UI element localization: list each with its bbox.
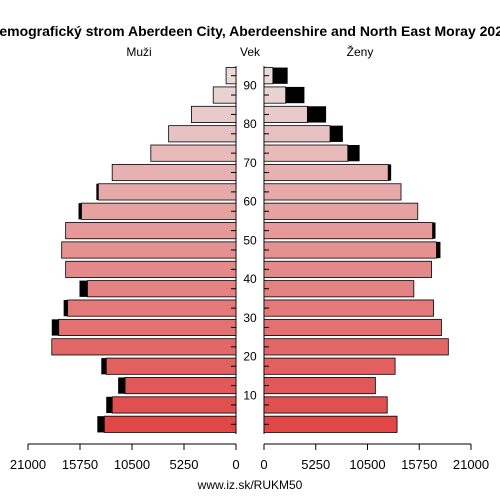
female-bar <box>263 222 433 240</box>
female-excess-bar <box>285 86 305 104</box>
right-x-tick-label: 5250 <box>301 457 330 472</box>
female-bar <box>263 125 331 143</box>
plot-area: 21000 15750 10500 5250 0 0 5250 10500 15750 21000… <box>10 66 489 472</box>
right-panel-label: Ženy <box>347 44 374 59</box>
male-bar <box>65 260 237 278</box>
male-excess-bar <box>101 358 107 375</box>
left-x-tick-label: 5250 <box>170 457 199 472</box>
male-bar <box>103 415 237 433</box>
female-excess-bar <box>272 67 288 84</box>
female-excess-bar <box>347 145 360 162</box>
female-excess-bar <box>330 125 343 142</box>
right-x-tick-label: 0 <box>260 457 267 472</box>
male-excess-bar <box>97 416 105 433</box>
female-bar <box>263 377 376 395</box>
male-excess-bar <box>51 319 59 336</box>
left-x-tick-label: 21000 <box>10 457 46 472</box>
left-x-tick-label: 10500 <box>114 457 150 472</box>
male-excess-bar <box>96 183 99 201</box>
male-bar <box>124 377 237 395</box>
left-panel-label: Muži <box>126 45 151 59</box>
female-bar <box>263 415 398 433</box>
age-tick-label: 60 <box>243 195 257 209</box>
right-x-tick-label: 15750 <box>401 457 437 472</box>
male-excess-bar <box>118 377 126 394</box>
age-tick-label: 10 <box>243 388 257 402</box>
male-excess-bar <box>79 280 88 297</box>
age-tick-label: 80 <box>243 117 257 131</box>
male-bar <box>61 241 237 259</box>
female-bar <box>263 260 432 278</box>
male-excess-bar <box>63 299 68 317</box>
male-bar <box>58 318 237 337</box>
female-excess-bar <box>436 241 441 259</box>
female-excess-bar <box>388 164 392 181</box>
age-tick-label: 70 <box>243 156 257 170</box>
female-excess-bar <box>307 106 327 123</box>
female-bar <box>263 202 419 220</box>
male-bar <box>150 144 237 162</box>
chart-title: Demografický strom Aberdeen City, Aberde… <box>0 23 500 39</box>
source-caption: www.iz.sk/RUKM50 <box>197 478 303 492</box>
male-bar <box>65 222 237 240</box>
male-bar <box>51 338 237 356</box>
female-bar <box>263 105 308 123</box>
right-x-tick-label: 10500 <box>349 457 385 472</box>
female-bar <box>263 357 396 375</box>
female-bar <box>263 396 388 414</box>
female-bar <box>263 144 349 162</box>
male-excess-bar <box>78 203 82 220</box>
age-tick-label: 30 <box>243 311 257 325</box>
female-bar <box>263 183 402 201</box>
female-bar <box>263 241 437 259</box>
age-tick-label: 90 <box>243 78 257 92</box>
age-tick-label: 20 <box>243 350 257 364</box>
center-axis-label: Vek <box>240 45 261 59</box>
male-bar <box>111 396 237 414</box>
male-bar <box>97 183 237 201</box>
male-bar <box>191 105 237 123</box>
female-bar <box>263 299 434 317</box>
age-tick-label: 40 <box>243 272 257 286</box>
female-bar <box>263 163 389 182</box>
female-excess-bar <box>432 222 436 239</box>
male-bar <box>168 125 237 143</box>
male-bar <box>111 163 237 182</box>
male-bar <box>67 299 237 317</box>
male-bar <box>81 202 237 220</box>
female-bar <box>263 280 415 298</box>
age-tick-label: 50 <box>243 233 257 247</box>
male-excess-bar <box>106 396 113 414</box>
right-x-tick-label: 21000 <box>453 457 489 472</box>
left-x-tick-label: 15750 <box>62 457 98 472</box>
female-bar <box>263 318 442 337</box>
female-bar <box>263 338 449 356</box>
male-bar <box>105 357 237 375</box>
left-x-tick-label: 0 <box>232 457 239 472</box>
male-bar <box>87 280 237 298</box>
